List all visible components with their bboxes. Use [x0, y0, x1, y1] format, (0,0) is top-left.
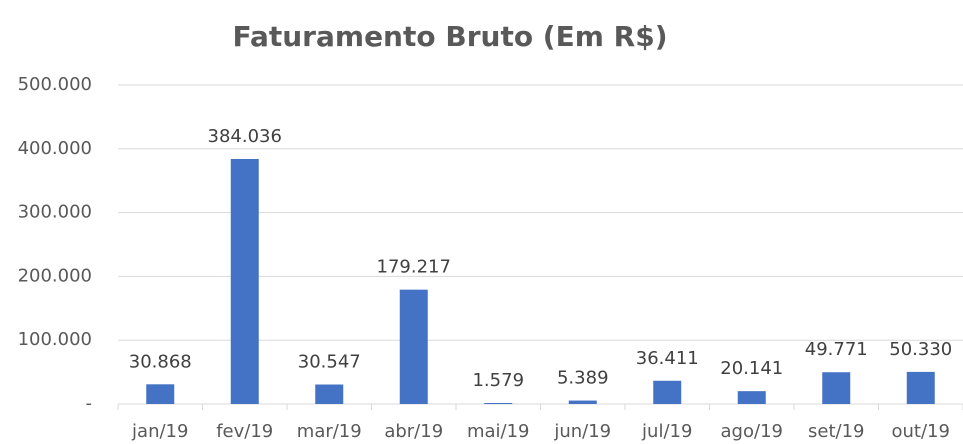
value-label: 30.547	[298, 352, 361, 373]
value-label: 5.389	[557, 368, 609, 389]
bar	[737, 391, 766, 404]
bar	[906, 371, 935, 404]
x-tick-label: jun/19	[553, 421, 611, 442]
x-tick-label: fev/19	[216, 421, 273, 442]
bar	[315, 384, 344, 404]
x-tick-label: mar/19	[297, 421, 362, 442]
bar	[653, 380, 682, 404]
y-tick-label: 500.000	[18, 74, 92, 95]
value-label: 179.217	[377, 257, 451, 278]
x-tick-label: out/19	[892, 421, 950, 442]
y-tick-label: -	[86, 393, 93, 414]
value-label: 384.036	[208, 126, 282, 147]
chart-title: Faturamento Bruto (Em R$)	[232, 20, 667, 53]
y-tick-label: 100.000	[18, 329, 92, 350]
bar	[484, 402, 513, 404]
value-label: 50.330	[889, 339, 952, 360]
value-label: 49.771	[805, 339, 868, 360]
value-label: 30.868	[129, 351, 192, 372]
bar	[399, 289, 428, 404]
bar	[822, 372, 851, 404]
bar	[230, 158, 259, 404]
x-tick-label: mai/19	[467, 421, 530, 442]
x-tick-label: abr/19	[384, 421, 443, 442]
y-tick-label: 400.000	[18, 138, 92, 159]
y-tick-label: 200.000	[18, 265, 92, 286]
value-label: 36.411	[636, 348, 699, 369]
bar	[146, 384, 175, 404]
bar	[568, 400, 597, 404]
x-tick-label: ago/19	[721, 421, 783, 442]
x-tick-label: jan/19	[131, 421, 188, 442]
x-tick-label: jul/19	[641, 421, 692, 442]
y-tick-label: 300.000	[18, 202, 92, 223]
value-label: 1.579	[472, 370, 524, 391]
x-tick-label: set/19	[808, 421, 864, 442]
value-label: 20.141	[720, 358, 783, 379]
